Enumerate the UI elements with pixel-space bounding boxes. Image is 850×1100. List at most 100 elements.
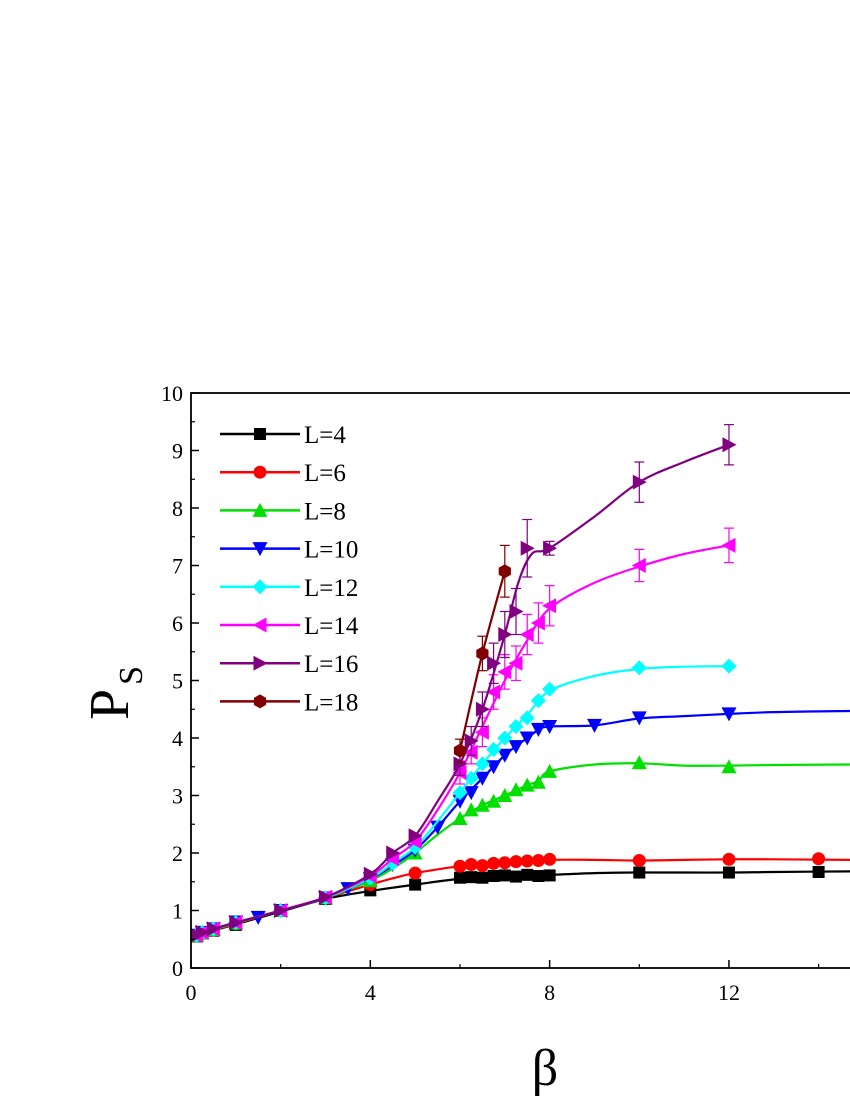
- x-tick-label: 4: [365, 980, 376, 1005]
- data-point: [498, 869, 511, 882]
- data-point: [497, 748, 513, 763]
- data-point: [475, 859, 489, 873]
- y-tick-label: 9: [172, 439, 183, 464]
- data-point: [542, 598, 557, 614]
- data-point: [453, 871, 466, 884]
- series-l-6: [191, 852, 850, 943]
- data-point: [530, 615, 545, 631]
- y-tick-label: 4: [172, 726, 183, 751]
- data-point: [722, 866, 735, 879]
- y-axis-title: PS: [79, 666, 150, 720]
- data-point: [631, 711, 647, 726]
- series-layer: [191, 424, 850, 943]
- legend-marker: [253, 655, 268, 671]
- data-point: [521, 868, 534, 881]
- series-l-18: [453, 544, 511, 763]
- data-point: [206, 921, 221, 937]
- legend-entry: L=8: [220, 498, 346, 525]
- legend-marker: [254, 428, 266, 440]
- legend-entry: L=12: [220, 575, 358, 602]
- data-point: [486, 742, 502, 757]
- legend-label: L=4: [304, 422, 346, 449]
- data-point: [520, 854, 534, 868]
- series-l-8: [191, 755, 850, 942]
- data-point: [476, 646, 489, 661]
- data-point: [631, 755, 647, 770]
- data-point: [722, 852, 736, 866]
- data-point: [498, 856, 512, 870]
- data-point: [542, 763, 558, 778]
- y-axis-title-subscript: S: [113, 666, 150, 685]
- data-point: [463, 786, 479, 801]
- data-point: [509, 855, 523, 869]
- data-point: [474, 724, 489, 740]
- data-point: [229, 915, 244, 931]
- data-point: [453, 756, 468, 772]
- legend-label: L=6: [304, 460, 346, 487]
- data-point: [487, 856, 501, 870]
- legend-label: L=12: [304, 575, 358, 602]
- data-point: [409, 878, 422, 891]
- data-point: [250, 910, 266, 925]
- data-point: [721, 707, 737, 722]
- data-point: [722, 437, 737, 453]
- data-point: [530, 722, 546, 737]
- data-point: [430, 820, 446, 835]
- data-point: [497, 788, 513, 802]
- y-tick-label: 6: [172, 611, 183, 636]
- y-tick-label: 5: [172, 669, 183, 694]
- data-point: [452, 785, 468, 801]
- data-point: [587, 718, 602, 733]
- data-point: [408, 866, 422, 880]
- data-point: [486, 793, 502, 808]
- data-point: [274, 903, 289, 918]
- data-point: [520, 540, 535, 556]
- data-point: [510, 870, 523, 883]
- data-point: [498, 564, 511, 579]
- legend-entry: L=6: [220, 460, 346, 487]
- legend-entry: L=18: [220, 689, 358, 716]
- legend-marker: [252, 502, 268, 517]
- data-point: [474, 771, 490, 786]
- legend-entry: L=14: [220, 613, 359, 640]
- data-point: [453, 743, 466, 758]
- legend-entry: L=16: [220, 651, 358, 678]
- y-tick-label: 2: [172, 841, 183, 866]
- data-point: [487, 870, 500, 882]
- data-point: [509, 604, 524, 619]
- y-tick-label: 10: [161, 381, 183, 406]
- legend-label: L=10: [304, 537, 358, 564]
- data-point: [531, 853, 545, 867]
- data-point: [508, 655, 523, 671]
- data-point: [542, 681, 558, 697]
- legend-entry: L=4: [220, 422, 346, 449]
- data-point: [632, 853, 646, 867]
- data-point: [530, 693, 546, 709]
- data-point: [633, 866, 646, 879]
- legend: L=4 L=6 L=8 L=10 L=12 L=14 L=16 L=18: [220, 422, 359, 716]
- y-tick-label: 8: [172, 496, 183, 521]
- data-point: [721, 658, 737, 674]
- legend-label: L=18: [304, 689, 358, 716]
- legend-marker: [253, 465, 267, 479]
- data-point: [508, 782, 524, 797]
- data-point: [721, 537, 736, 553]
- data-point: [519, 777, 535, 792]
- data-point: [363, 866, 378, 882]
- data-point: [464, 733, 479, 749]
- legend-label: L=16: [304, 651, 358, 678]
- data-point: [812, 865, 825, 878]
- data-point: [386, 845, 401, 861]
- data-point: [464, 858, 478, 871]
- data-point: [474, 756, 490, 772]
- data-point: [463, 802, 479, 817]
- legend-marker: [252, 579, 268, 595]
- data-point: [508, 719, 524, 734]
- series-line: [191, 762, 850, 938]
- data-point: [452, 811, 468, 825]
- legend-label: L=14: [304, 613, 359, 640]
- data-point: [453, 859, 467, 873]
- data-point: [463, 770, 479, 786]
